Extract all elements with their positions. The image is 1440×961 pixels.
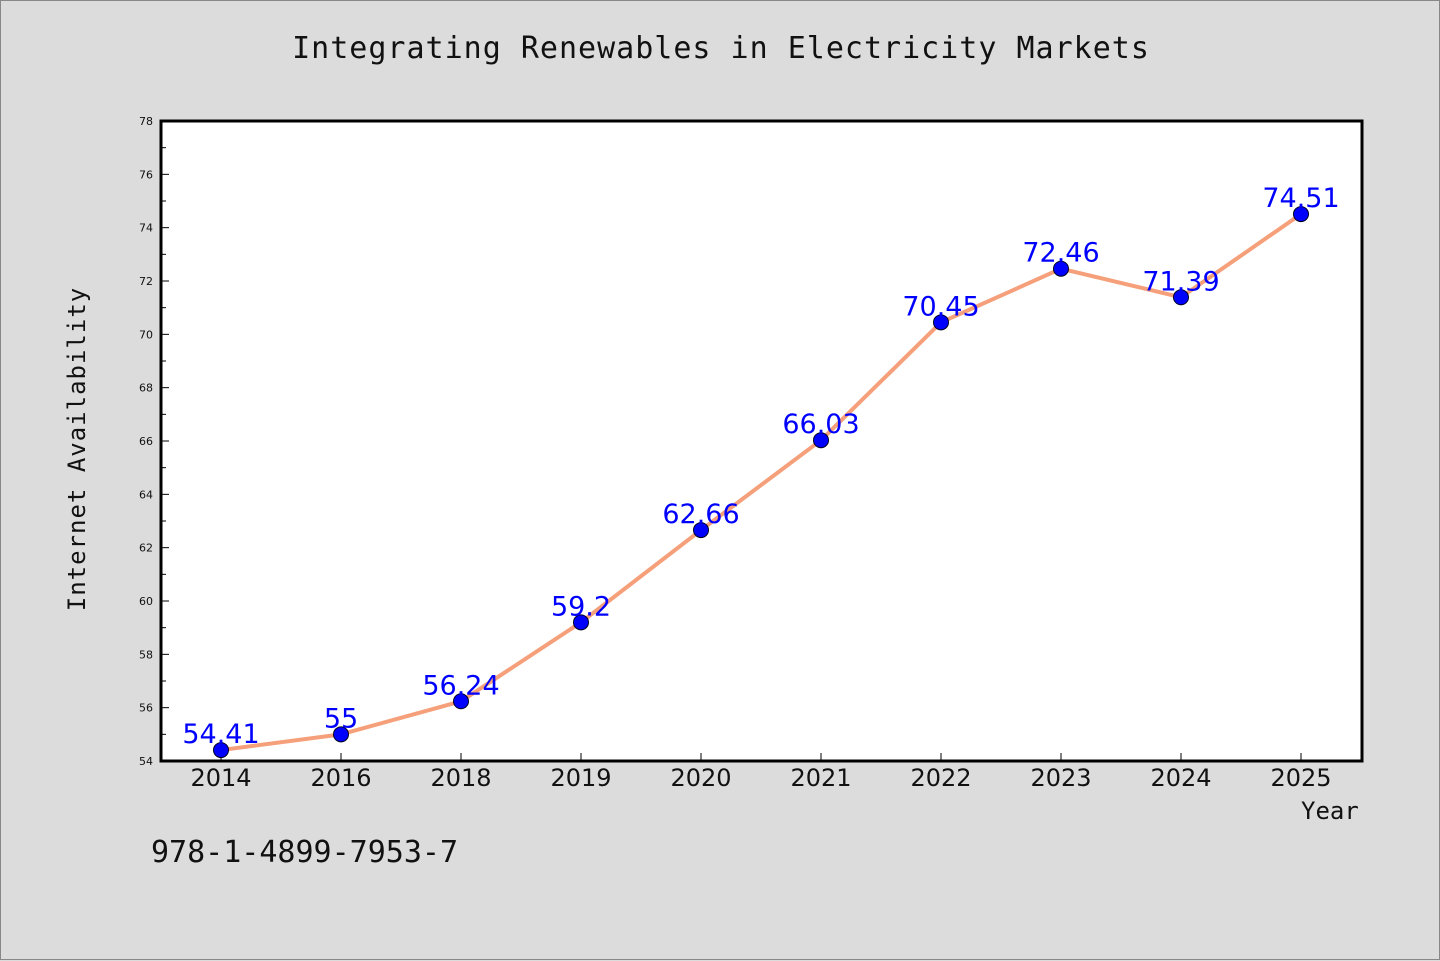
y-axis: 54 56 58 60 62 64 66 68 70 72 74 76 78 <box>139 115 169 768</box>
data-label: 71.39 <box>1142 266 1219 297</box>
data-point <box>1053 260 1069 277</box>
chart-title: Integrating Renewables in Electricity Ma… <box>292 31 1150 66</box>
y-tick-label: 60 <box>139 595 153 608</box>
data-point <box>813 432 829 449</box>
y-tick-label: 56 <box>139 702 153 715</box>
y-tick-label: 54 <box>139 755 153 768</box>
data-point <box>573 614 589 631</box>
x-tick-label: 2025 <box>1270 764 1331 792</box>
x-tick-label: 2019 <box>550 764 611 792</box>
data-label: 55 <box>324 703 358 734</box>
x-tick-label: 2024 <box>1150 764 1211 792</box>
y-tick-label: 78 <box>139 115 153 128</box>
x-tick-label: 2021 <box>790 764 851 792</box>
y-tick-label: 64 <box>139 488 153 501</box>
data-label: 54.41 <box>182 719 259 750</box>
y-tick-label: 76 <box>139 168 153 181</box>
y-tick-label: 70 <box>139 328 153 341</box>
data-point <box>453 693 469 710</box>
y-tick-label: 66 <box>139 435 153 448</box>
footer-code: 978-1-4899-7953-7 <box>151 835 459 870</box>
x-axis-label: Year <box>1301 797 1359 825</box>
x-tick-label: 2018 <box>430 764 491 792</box>
series-line <box>219 212 1303 753</box>
y-tick-label: 74 <box>139 222 153 235</box>
data-label: 72.46 <box>1022 238 1099 269</box>
data-label: 56.24 <box>422 670 499 701</box>
y-tick-label: 62 <box>139 542 153 555</box>
data-point <box>933 314 949 331</box>
data-point <box>693 522 709 539</box>
x-tick-label: 2022 <box>910 764 971 792</box>
plot-area <box>159 119 1364 763</box>
x-tick-label: 2020 <box>670 764 731 792</box>
y-tick-label: 72 <box>139 275 153 288</box>
x-axis: 2014 2016 2018 2019 2020 2021 2022 2023 2024 2025 <box>190 753 1332 792</box>
x-tick-label: 2014 <box>190 764 251 792</box>
data-label: 59.2 <box>551 591 611 622</box>
data-label: 70.45 <box>902 291 979 322</box>
data-label: 62.66 <box>662 499 739 530</box>
data-point <box>333 726 349 743</box>
data-label: 74.51 <box>1262 183 1339 214</box>
x-tick-label: 2023 <box>1030 764 1091 792</box>
data-point <box>1293 206 1309 223</box>
y-tick-label: 68 <box>139 382 153 395</box>
data-label: 66.03 <box>782 409 859 440</box>
data-point <box>213 742 229 759</box>
data-point <box>1173 289 1189 306</box>
x-tick-label: 2016 <box>310 764 371 792</box>
y-tick-label: 58 <box>139 648 153 661</box>
series-internet-availability: 54.41 55 56.24 59.2 62.66 66.03 70.45 72.46 71.3… <box>182 183 1340 759</box>
